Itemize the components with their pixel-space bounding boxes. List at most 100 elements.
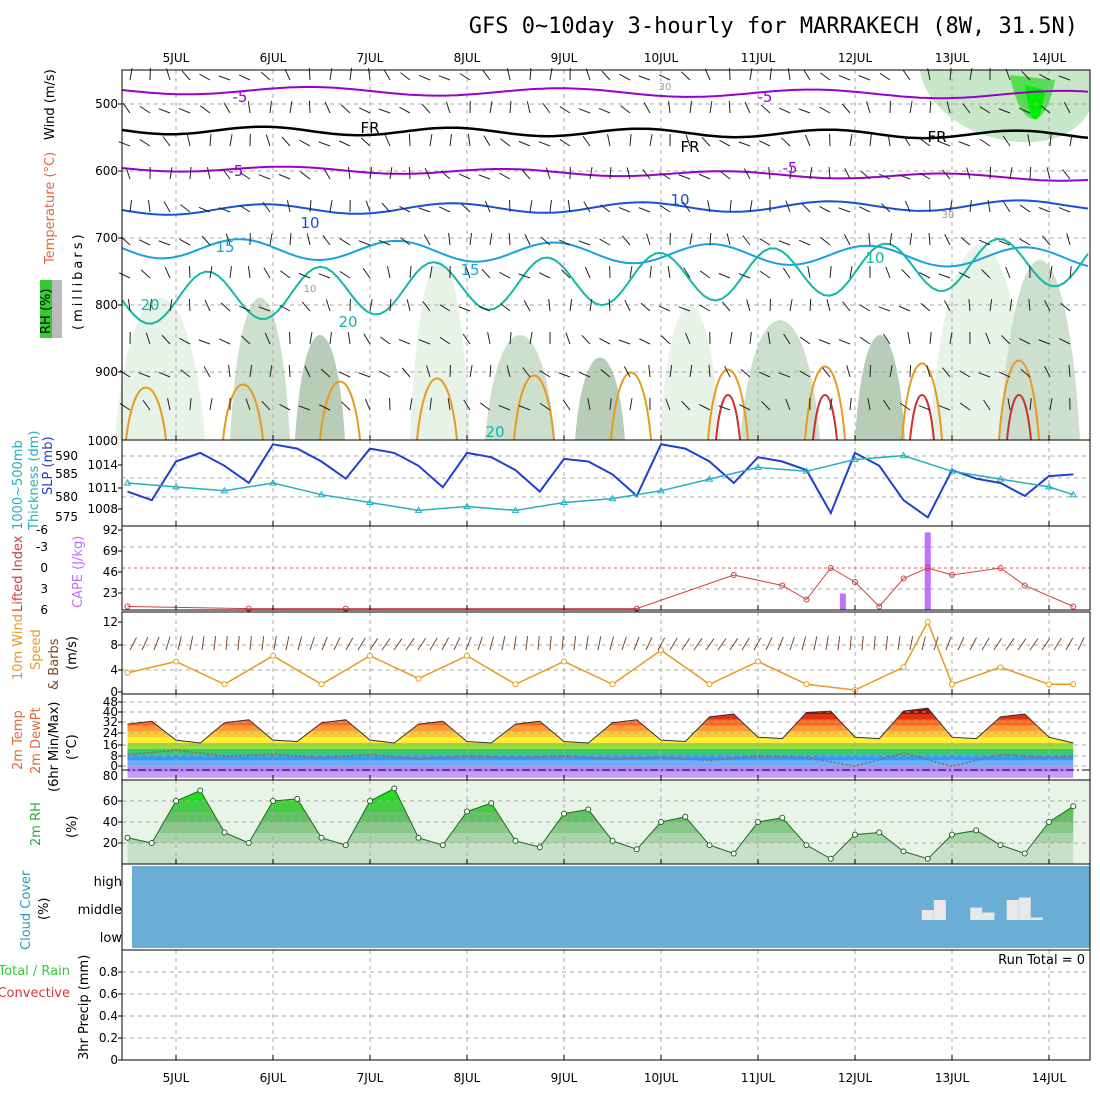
contour-label: 10: [304, 284, 317, 295]
wind-barb: [201, 636, 205, 651]
isotherm-30: [1006, 394, 1032, 441]
y-tick-label: 3: [40, 582, 48, 596]
wind-barb: [681, 638, 691, 651]
wind-barb: [489, 364, 492, 378]
wind-barb: [320, 368, 331, 378]
isotherm-30: [909, 394, 935, 441]
wind-barb: [1063, 102, 1071, 114]
wind-barb: [882, 333, 891, 345]
wind-barb: [153, 636, 160, 651]
wind-barb: [398, 338, 411, 345]
wind-barb: [885, 636, 889, 651]
wind-barb: [867, 398, 871, 411]
wind-barb: [838, 74, 851, 81]
wind-barb: [478, 305, 491, 312]
wind-barb: [340, 104, 351, 114]
wind-barb: [301, 301, 311, 312]
wind-barb: [629, 134, 632, 147]
wind-barb: [624, 299, 631, 312]
wind-barb: [849, 398, 852, 411]
y-tick-label: 80: [103, 769, 118, 783]
y-tick-label: 0.2: [99, 1031, 118, 1045]
wind-barb: [705, 638, 715, 651]
wind-barb: [878, 173, 891, 180]
wind-barb: [981, 637, 990, 651]
wind-barb: [1019, 238, 1031, 246]
y-tick-label: 0.6: [99, 987, 118, 1001]
wind-barb: [286, 200, 291, 213]
temp-band: [127, 719, 1074, 726]
rh-point: [464, 808, 470, 815]
contour-label: 20: [338, 313, 357, 331]
y-tick-label: 12: [103, 615, 118, 629]
wind-barb: [249, 636, 252, 651]
wind-barb: [1046, 167, 1051, 180]
rh-point: [852, 831, 858, 838]
y-tick-label: 16: [103, 738, 118, 752]
wind-barb: [739, 404, 751, 411]
wind-barb: [262, 201, 271, 213]
li-point: [245, 605, 252, 612]
wind-barb: [280, 270, 291, 279]
wind-barb: [609, 636, 615, 651]
wind-barb: [1009, 299, 1013, 312]
wind-barb: [621, 235, 631, 246]
wind-barb: [859, 336, 871, 345]
cape-bar: [924, 532, 931, 610]
y-tick-label: 1008: [87, 502, 118, 516]
wind-barb: [560, 269, 571, 279]
rh2m-label-b: (%): [65, 816, 80, 839]
rh-point: [730, 850, 737, 857]
thickness-point: [463, 502, 471, 509]
wind-barb: [1005, 266, 1011, 279]
wind-barb: [959, 402, 971, 411]
rh-shading: [485, 335, 555, 440]
wind-barb: [300, 171, 311, 180]
wind-barb: [783, 333, 791, 345]
wind-barb: [599, 337, 611, 345]
wind-speed-point: [221, 681, 228, 688]
wind-barb: [758, 371, 771, 378]
date-labels-top: 5JUL 6JUL 7JUL 8JUL 9JUL 10JUL 11JUL 12JUL 13JUL…: [163, 51, 1067, 65]
wind-barb: [941, 169, 951, 180]
wind-barb: [218, 75, 231, 81]
contour-label: -5: [783, 159, 798, 177]
contour-label: 10: [670, 191, 689, 209]
wind-barb: [406, 299, 411, 312]
wind-barb: [369, 299, 373, 312]
wind-barb: [357, 637, 366, 651]
wind-barb: [238, 305, 251, 312]
date-label-bottom: 14JUL: [1032, 1071, 1067, 1085]
rh2m-label-a: 2m RH: [29, 802, 44, 846]
rh2m-panel: 60 40 20 2m RH (%): [29, 779, 1091, 865]
li-label: Lifted Index: [11, 535, 26, 612]
wind-barb: [180, 204, 191, 213]
wind-barb: [859, 206, 871, 213]
cloud-bar: [982, 912, 995, 920]
wind-barb: [829, 398, 833, 411]
wind-barb: [364, 398, 371, 411]
wind-barb: [778, 240, 791, 246]
wind-barb: [1005, 68, 1011, 81]
temp2m-label-b: 2m DewPt: [29, 707, 44, 774]
wind-barb: [429, 398, 432, 411]
wind-speed-point: [658, 647, 664, 654]
rh-shade-band: [127, 843, 1074, 864]
wind-barb: [859, 304, 871, 312]
wind-barb: [822, 367, 831, 378]
thickness-point: [948, 467, 956, 474]
rh-point: [561, 810, 567, 817]
wind-barb: [998, 108, 1011, 114]
wind-barb: [642, 169, 651, 180]
wind-barb: [846, 365, 851, 378]
cloud-label-a: Cloud Cover: [19, 870, 34, 950]
upper-air-panel: -5 -5 FR FR FR -5 -5 10 10 15 15 20 20 20 10 30 30 10 500…: [39, 67, 1091, 441]
li-point: [827, 565, 834, 571]
wind-barb: [920, 138, 931, 147]
wind-barb: [521, 169, 531, 180]
wind-speed-point: [706, 681, 713, 688]
wind-barb: [998, 240, 1011, 246]
rh-point: [488, 800, 495, 807]
wind-barb: [438, 206, 451, 213]
rh-point: [924, 855, 931, 862]
